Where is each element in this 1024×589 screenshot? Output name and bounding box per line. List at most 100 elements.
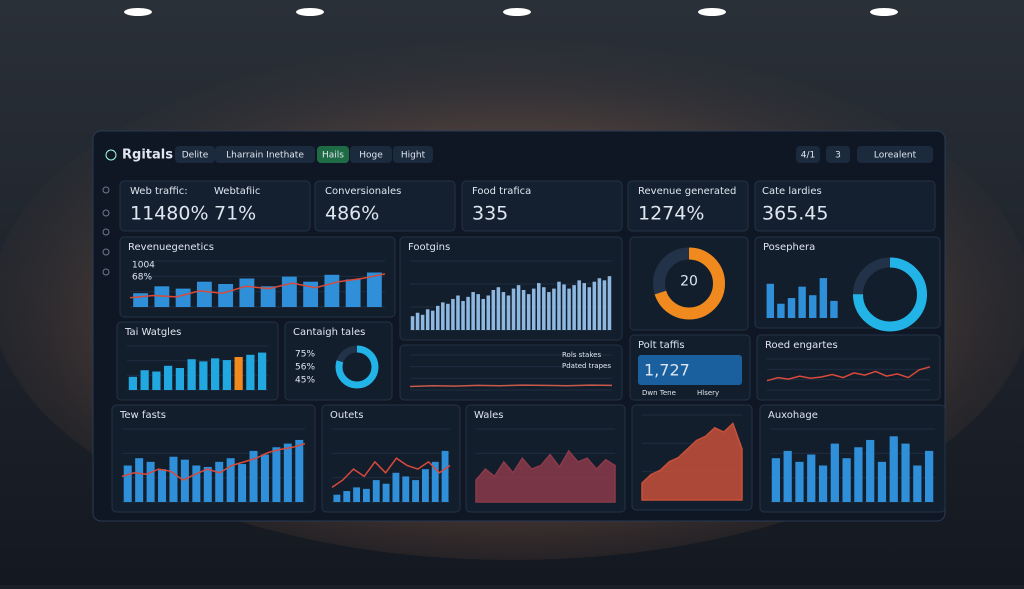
bar: [771, 458, 781, 502]
bar: [211, 358, 220, 390]
bar: [123, 465, 132, 502]
panel: [399, 236, 623, 341]
bar: [901, 443, 910, 502]
bar: [766, 283, 775, 318]
control[interactable]: [857, 146, 933, 163]
panel: [629, 236, 749, 331]
panel-title: Tew fasts: [119, 410, 166, 421]
bar: [260, 286, 276, 307]
bar: [866, 439, 875, 502]
control[interactable]: [826, 146, 850, 163]
bar: [777, 303, 785, 318]
sidebar-icon: [102, 228, 110, 236]
bar: [246, 354, 255, 390]
tab-label: Hoge: [359, 151, 383, 161]
bar: [226, 458, 235, 502]
bar: [199, 361, 208, 390]
bar: [597, 278, 602, 330]
bar: [552, 288, 556, 330]
bar: [260, 454, 269, 502]
panel-title: Tai Watgles: [124, 327, 181, 338]
bar: [877, 461, 887, 502]
bar: [476, 294, 480, 330]
bar: [511, 288, 516, 330]
bar: [234, 357, 243, 390]
tab[interactable]: [393, 146, 433, 163]
bar: [295, 439, 304, 502]
panel-title: Footgins: [408, 242, 450, 253]
line: [129, 273, 386, 299]
bar: [152, 371, 161, 390]
tab-label: Delite: [182, 151, 209, 161]
panel-label: Pdated trapes: [562, 362, 611, 370]
tab[interactable]: [350, 146, 392, 163]
bar: [436, 305, 440, 330]
bar: [272, 447, 281, 502]
bar: [412, 480, 420, 502]
panel-title: Roed engartes: [765, 340, 838, 351]
tab[interactable]: [317, 146, 349, 163]
bar: [913, 465, 922, 502]
bar: [343, 491, 351, 502]
bar: [175, 288, 191, 307]
bar: [441, 450, 449, 502]
panel-label: 68%: [132, 273, 152, 283]
bar: [783, 450, 792, 502]
bar: [486, 295, 491, 330]
kpi-box: [638, 355, 742, 385]
bar: [281, 276, 297, 307]
bar: [577, 280, 581, 330]
bar: [854, 447, 863, 502]
tab-label: Lharrain Inethate: [226, 151, 304, 161]
panel-title: Revenuegenetics: [128, 242, 214, 253]
kpi-label: Food trafica: [472, 186, 531, 197]
panel-label: 1,727: [644, 361, 690, 380]
bar: [602, 280, 607, 330]
bar: [203, 466, 212, 502]
bar: [431, 461, 439, 502]
donut-arc: [853, 257, 927, 332]
bar: [239, 278, 255, 307]
bar: [798, 286, 806, 318]
bar: [582, 283, 586, 330]
sidebar-icon: [102, 268, 110, 276]
bar: [818, 465, 828, 502]
ceiling-lights: [124, 8, 898, 16]
bar: [451, 298, 455, 330]
bar: [362, 488, 370, 502]
tab[interactable]: [175, 146, 215, 163]
bar: [158, 469, 167, 502]
bar: [506, 295, 511, 330]
panel-title: Posephera: [763, 242, 815, 253]
bar: [415, 312, 420, 330]
donut-arc: [335, 345, 379, 389]
tab[interactable]: [215, 146, 315, 163]
bar: [456, 295, 460, 330]
panel: [756, 334, 941, 401]
bar: [215, 461, 224, 502]
sidebar-icon: [102, 248, 110, 256]
app-title: Rgitals: [122, 148, 173, 163]
bar: [169, 456, 178, 502]
bar: [557, 281, 561, 330]
panel-label: 20: [680, 274, 698, 290]
kpi-value: 71%: [214, 203, 256, 225]
bar: [218, 284, 234, 307]
kpi-value: 1274%: [638, 203, 704, 225]
kpi-card: [461, 180, 623, 232]
control[interactable]: [796, 146, 820, 163]
bar: [128, 376, 137, 390]
bar: [481, 298, 485, 330]
bar: [526, 294, 531, 330]
bar: [461, 301, 465, 330]
logo: [105, 149, 117, 161]
bar: [889, 436, 898, 502]
kpi-label: Webtafiic: [214, 186, 260, 197]
bar: [192, 465, 201, 502]
bar: [441, 302, 445, 330]
bar: [830, 443, 839, 502]
sidebar-icon: [102, 186, 110, 194]
bar: [471, 292, 475, 330]
bar: [366, 272, 382, 307]
